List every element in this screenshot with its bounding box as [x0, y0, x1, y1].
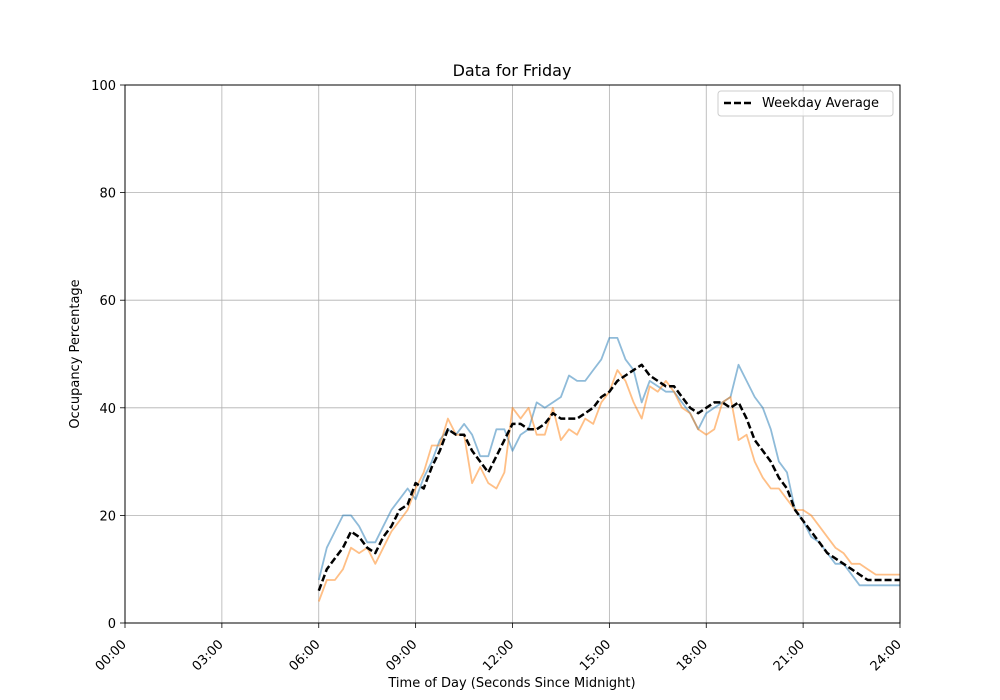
y-tick-label: 20 — [99, 509, 116, 524]
y-tick-label: 40 — [99, 402, 116, 417]
series-lines — [317, 336, 900, 602]
y-axis-ticks: 0 20 40 60 80 100 — [91, 79, 125, 632]
y-axis-label: Occupancy Percentage — [68, 279, 83, 428]
y-tick-label: 80 — [99, 187, 116, 202]
series-line-weekday-average — [317, 363, 900, 592]
chart-title: Data for Friday — [453, 61, 572, 80]
y-tick-label: 0 — [108, 617, 116, 632]
legend-entry-weekday-average: Weekday Average — [762, 96, 879, 111]
legend: Weekday Average — [717, 90, 894, 117]
y-tick-label: 100 — [91, 79, 116, 94]
x-axis-label: Time of Day (Seconds Since Midnight) — [387, 676, 635, 691]
legend-box — [717, 90, 894, 117]
y-tick-label: 60 — [99, 294, 116, 309]
